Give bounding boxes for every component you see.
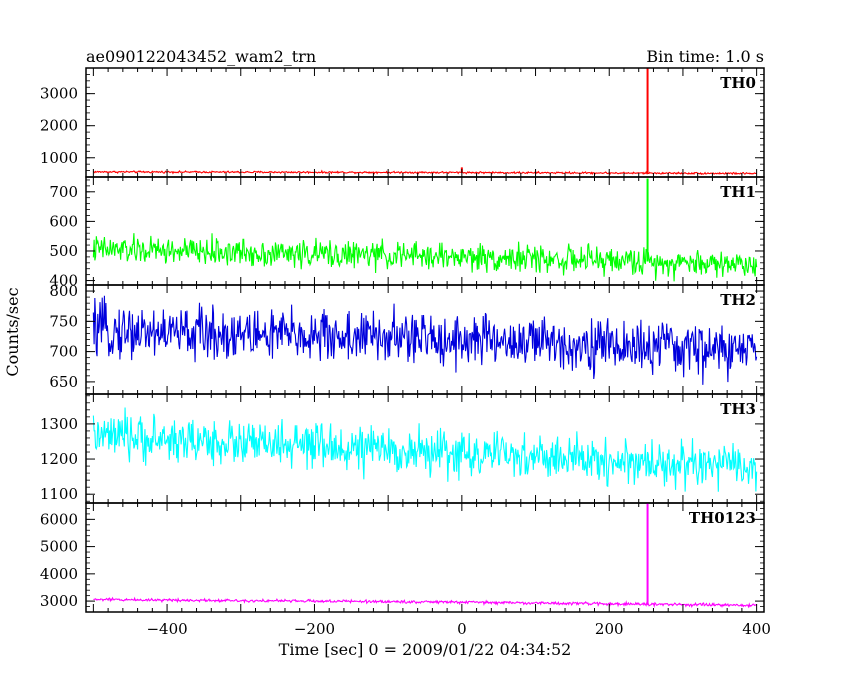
series-line-th1 xyxy=(92,233,758,282)
x-tick-label: 200 xyxy=(595,620,624,638)
y-tick-label: 3000 xyxy=(40,592,78,610)
panel-th3: 1100 1200 1300 TH3 xyxy=(40,393,765,504)
panel-label-th0123: TH0123 xyxy=(689,509,756,527)
panel-th0123: 3000 4000 5000 6000 TH0123 xyxy=(40,502,765,613)
y-tick-label: 500 xyxy=(49,242,78,260)
x-tick-label: 0 xyxy=(457,620,467,638)
panel-th0: 1000 2000 3000 TH0 xyxy=(40,67,765,178)
y-tick-label: 700 xyxy=(49,183,78,201)
series-line-th3 xyxy=(92,407,758,492)
x-tick-label: 400 xyxy=(742,620,771,638)
panel-frame xyxy=(85,502,765,613)
x-axis-label: Time [sec] 0 = 2009/01/22 04:34:52 xyxy=(279,640,572,659)
series-line-th0123 xyxy=(93,596,758,609)
panel-label-th2: TH2 xyxy=(720,291,756,309)
y-tick-label: 600 xyxy=(49,212,78,230)
panel-label-th1: TH1 xyxy=(720,183,756,201)
panel-label-th3: TH3 xyxy=(720,400,756,418)
bin-time-label: Bin time: 1.0 s xyxy=(646,47,764,66)
y-tick-label: 750 xyxy=(49,312,78,330)
panel-th1: 400 500 600 700 TH1 xyxy=(49,176,765,290)
series-line-th0 xyxy=(93,169,757,176)
y-tick-label: 2000 xyxy=(40,117,78,135)
panel-label-th0: TH0 xyxy=(720,74,756,92)
y-tick-label: 1000 xyxy=(40,149,78,167)
y-tick-label: 400 xyxy=(49,272,78,290)
y-tick-label: 700 xyxy=(49,343,78,361)
chart-title: ae090122043452_wam2_trn xyxy=(86,47,316,66)
x-tick-label: −200 xyxy=(294,620,335,638)
y-tick-label: 3000 xyxy=(40,85,78,103)
y-tick-label: 4000 xyxy=(40,565,78,583)
y-tick-label: 1300 xyxy=(40,415,78,433)
y-tick-label: 800 xyxy=(49,282,78,300)
x-tick-label: −400 xyxy=(146,620,187,638)
y-tick-label: 650 xyxy=(49,373,78,391)
panel-th2: 650 700 750 800 TH2 xyxy=(49,282,765,395)
y-tick-label: 6000 xyxy=(40,510,78,528)
y-axis-label: Counts/sec xyxy=(3,287,22,376)
panel-frame xyxy=(85,67,765,178)
y-tick-label: 1200 xyxy=(40,450,78,468)
series-line-th2 xyxy=(92,295,758,385)
y-tick-label: 1100 xyxy=(40,485,78,503)
y-tick-label: 5000 xyxy=(40,538,78,556)
